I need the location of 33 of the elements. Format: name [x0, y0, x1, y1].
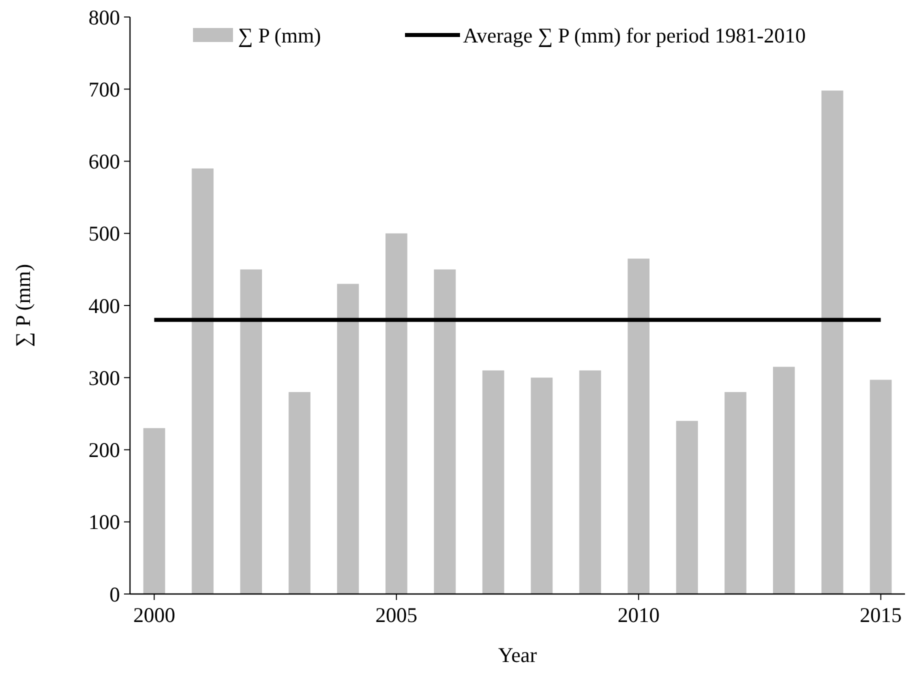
- x-tick-label: 2000: [133, 603, 176, 627]
- bar: [240, 269, 262, 594]
- y-tick-label: 700: [88, 77, 120, 102]
- bar: [337, 284, 359, 594]
- x-tick-label: 2005: [375, 603, 418, 627]
- y-axis-title: ∑ P (mm): [11, 264, 35, 348]
- legend-label: Average ∑ P (mm) for period 1981-2010: [463, 23, 806, 48]
- bar: [870, 380, 892, 594]
- y-tick-label: 300: [88, 366, 120, 390]
- bar: [434, 269, 456, 594]
- y-tick-label: 500: [88, 222, 120, 246]
- x-tick-label: 2015: [860, 603, 902, 627]
- y-tick-label: 800: [88, 5, 120, 30]
- y-tick-label: 0: [110, 582, 120, 606]
- y-tick-label: 200: [88, 438, 120, 462]
- bar: [724, 392, 746, 594]
- y-tick-label: 400: [88, 294, 120, 318]
- bar: [676, 420, 698, 594]
- bar: [288, 392, 310, 594]
- bar: [482, 370, 504, 594]
- bar: [773, 366, 795, 594]
- y-tick-label: 600: [88, 150, 120, 174]
- x-tick-label: 2010: [618, 603, 660, 627]
- x-axis-title: Year: [498, 643, 537, 667]
- bar: [143, 428, 166, 594]
- bar: [386, 233, 408, 594]
- bar: [628, 258, 650, 594]
- bar: [530, 378, 553, 594]
- bar: [192, 168, 214, 594]
- bar: [821, 90, 844, 594]
- y-tick-label: 100: [88, 510, 120, 534]
- legend-label: ∑ P (mm): [238, 23, 322, 48]
- bar: [579, 370, 602, 594]
